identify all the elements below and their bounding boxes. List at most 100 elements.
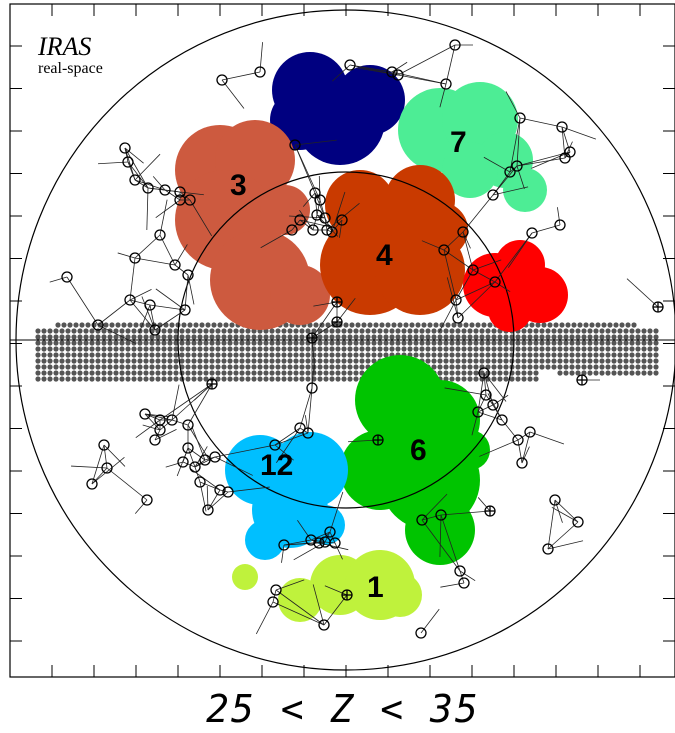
filament-segment: [557, 207, 561, 226]
zoa-dot: [485, 328, 491, 334]
zoa-dot: [275, 364, 281, 370]
zoa-dot: [119, 346, 125, 352]
zoa-dot: [239, 358, 245, 364]
zoa-dot: [215, 334, 221, 340]
zoa-dot: [527, 364, 533, 370]
filament-segment: [519, 117, 563, 128]
zoa-dot: [413, 334, 419, 340]
zoa-dot: [323, 352, 329, 358]
zoa-dot: [59, 340, 65, 346]
zoa-dot: [325, 322, 331, 328]
zoa-dot: [413, 352, 419, 358]
zoa-dot: [449, 370, 455, 376]
zoa-dot: [83, 334, 89, 340]
zoa-dot: [599, 370, 605, 376]
zoa-dot: [353, 352, 359, 358]
zoa-dot: [67, 322, 73, 328]
galaxy-marker: [182, 269, 194, 281]
filament-segment: [179, 191, 191, 201]
zoa-dot: [479, 370, 485, 376]
galaxy-marker: [144, 299, 156, 311]
zoa-dot: [143, 328, 149, 334]
zoa-dot: [641, 346, 647, 352]
filament-segment: [289, 215, 326, 219]
zoa-dot: [215, 376, 221, 382]
zoa-dot: [329, 346, 335, 352]
zoa-dot: [647, 352, 653, 358]
filament-segment: [159, 199, 168, 236]
zoa-dot: [113, 346, 119, 352]
zoa-dot: [179, 340, 185, 346]
zoa-dot: [125, 352, 131, 358]
zoa-dot: [83, 370, 89, 376]
zoa-dot: [239, 364, 245, 370]
zoa-dot: [503, 358, 509, 364]
filament-segment: [97, 299, 131, 326]
zoa-dot: [593, 328, 599, 334]
zoa-dot: [563, 358, 569, 364]
zoa-dot: [437, 340, 443, 346]
zoa-dot: [353, 358, 359, 364]
zoa-dot: [611, 358, 617, 364]
zoa-dot: [245, 358, 251, 364]
galaxy-marker: [98, 439, 110, 451]
zoa-dot: [359, 334, 365, 340]
zoa-dot: [527, 358, 533, 364]
galaxy-marker: [472, 406, 484, 418]
zoa-dot: [461, 370, 467, 376]
zoa-dot: [53, 376, 59, 382]
filament-segment: [194, 456, 216, 468]
galaxy-marker: [559, 152, 571, 164]
zoa-dot: [593, 346, 599, 352]
filament-segment: [194, 383, 213, 401]
zoa-dot: [641, 334, 647, 340]
zoa-dot: [89, 334, 95, 340]
zoa-dot: [359, 340, 365, 346]
zoa-dot: [359, 364, 365, 370]
zoa-dot: [173, 358, 179, 364]
zoa-dot: [125, 370, 131, 376]
zoa-dot: [167, 340, 173, 346]
zoa-dot: [275, 346, 281, 352]
zoa-dot: [167, 364, 173, 370]
zoa-dot: [569, 358, 575, 364]
zoa-dot: [467, 340, 473, 346]
zoa-dot: [95, 346, 101, 352]
zoa-dot: [41, 376, 47, 382]
zoa-dot: [449, 376, 455, 382]
zoa-dot: [515, 370, 521, 376]
galaxy-marker: [86, 478, 98, 490]
filament-segment: [483, 372, 507, 402]
filament-segment: [276, 427, 301, 463]
zoa-dot: [197, 340, 203, 346]
zoa-dot: [197, 328, 203, 334]
zoa-dot: [77, 358, 83, 364]
zoa-dot: [383, 346, 389, 352]
zoa-dot: [191, 358, 197, 364]
zoa-dot: [653, 352, 659, 358]
zoa-dot: [611, 334, 617, 340]
zoa-dot: [191, 364, 197, 370]
zoa-dot: [629, 328, 635, 334]
zoa-dot: [437, 364, 443, 370]
filament-segment: [339, 219, 343, 238]
zoa-dot: [481, 322, 487, 328]
zoa-dot: [209, 364, 215, 370]
zoa-dot: [137, 334, 143, 340]
zoa-dot: [575, 358, 581, 364]
zoa-dot: [329, 370, 335, 376]
zoa-dot: [377, 328, 383, 334]
zoa-dot: [497, 370, 503, 376]
zoa-dot: [385, 322, 391, 328]
zoa-dot: [445, 322, 451, 328]
zoa-dot: [179, 358, 185, 364]
zoa-dot: [239, 340, 245, 346]
galaxy-marker: [182, 419, 194, 431]
zoa-dot: [287, 328, 293, 334]
zoa-dot: [293, 370, 299, 376]
zoa-dot: [599, 358, 605, 364]
zoa-dot: [647, 358, 653, 364]
zoa-dot: [203, 376, 209, 382]
zoa-dot: [323, 364, 329, 370]
zoa-dot: [203, 358, 209, 364]
